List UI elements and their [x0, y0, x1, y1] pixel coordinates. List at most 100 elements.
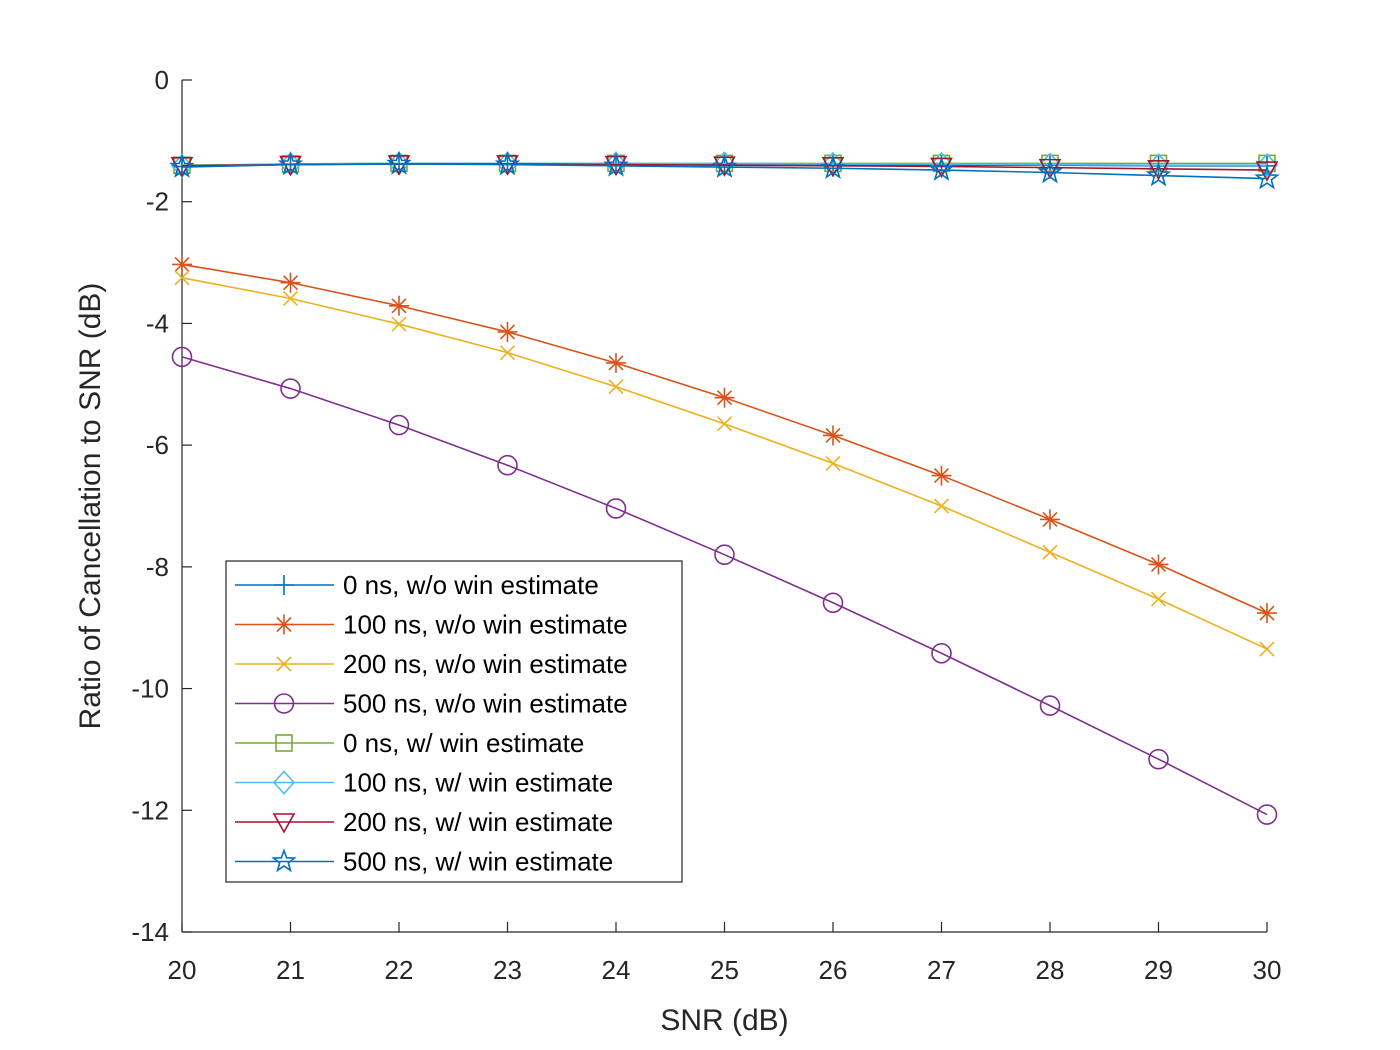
- data-point: [608, 379, 624, 395]
- data-point: [823, 425, 843, 446]
- data-point: [1039, 695, 1061, 716]
- data-point: [169, 153, 195, 178]
- marker-stroke: [391, 298, 407, 314]
- data-point: [1147, 160, 1170, 181]
- legend-marker: [274, 575, 294, 595]
- data-point: [1150, 591, 1167, 607]
- marker-shape: [928, 156, 955, 181]
- series-line: [181, 163, 1268, 180]
- legend-marker: [272, 770, 296, 795]
- marker-shape: [820, 154, 846, 180]
- y-tick-label: -10: [131, 674, 169, 704]
- x-axis-title: SNR (dB): [660, 1004, 788, 1037]
- series-line: [181, 356, 1268, 816]
- data-point: [499, 345, 516, 361]
- marker-shape: [605, 498, 627, 519]
- data-point: [1256, 804, 1278, 825]
- data-point: [603, 152, 629, 177]
- data-point: [389, 295, 409, 316]
- y-tick-label: -14: [131, 917, 169, 947]
- series-layer: [169, 150, 1280, 825]
- legend-label: 200 ns, w/ win estimate: [343, 807, 613, 837]
- marker-stroke: [276, 616, 292, 633]
- data-point: [1148, 748, 1169, 770]
- x-tick-label: 29: [1144, 955, 1173, 985]
- data-point: [172, 254, 192, 275]
- marker-stroke: [282, 275, 299, 291]
- series-3: [174, 270, 1275, 657]
- legend-marker: [273, 693, 295, 714]
- data-point: [825, 455, 841, 471]
- y-tick-label: -4: [146, 308, 169, 338]
- marker-stroke: [276, 656, 292, 672]
- marker-stroke: [174, 256, 190, 272]
- marker-stroke: [1150, 556, 1167, 572]
- data-point: [1254, 165, 1280, 190]
- marker-shape: [171, 346, 193, 368]
- marker-stroke: [499, 324, 516, 340]
- data-point: [277, 151, 304, 176]
- marker-shape: [1145, 162, 1172, 187]
- data-point: [933, 498, 950, 514]
- marker-shape: [714, 544, 735, 565]
- x-tick-label: 24: [602, 955, 631, 985]
- legend-label: 500 ns, w/ win estimate: [343, 847, 613, 877]
- y-tick-label: -6: [146, 430, 169, 460]
- y-tick-label: -2: [146, 187, 169, 217]
- marker-shape: [273, 693, 295, 714]
- data-point: [391, 316, 407, 332]
- legend-label: 100 ns, w/o win estimate: [343, 610, 628, 640]
- data-point: [1255, 161, 1279, 182]
- legend-marker: [274, 614, 294, 635]
- data-point: [714, 387, 735, 408]
- y-tick-label: -8: [146, 552, 169, 582]
- y-axis-title: Ratio of Cancellation to SNR (dB): [74, 283, 107, 730]
- legend: 0 ns, w/o win estimate 100 ns, w/o win es…: [225, 560, 683, 883]
- marker-stroke: [1259, 641, 1275, 657]
- marker-shape: [711, 153, 738, 178]
- x-tick-label: 28: [1036, 955, 1065, 985]
- marker-shape: [280, 378, 301, 399]
- marker-shape: [272, 813, 296, 834]
- x-tick-label: 22: [385, 955, 414, 985]
- marker-shape: [931, 642, 952, 664]
- data-point: [386, 150, 412, 175]
- legend-item: 0 ns, w/o win estimate: [235, 570, 599, 600]
- marker-stroke: [716, 390, 733, 406]
- data-point: [711, 153, 738, 178]
- legend-marker: [275, 734, 293, 752]
- legend-item: 0 ns, w/ win estimate: [235, 728, 584, 758]
- marker-stroke: [174, 270, 190, 286]
- marker-stroke: [716, 416, 733, 432]
- x-tick-label: 20: [168, 955, 197, 985]
- series-8: [169, 150, 1280, 190]
- marker-shape: [1039, 695, 1061, 716]
- series-2: [172, 254, 1277, 624]
- marker-shape: [494, 151, 521, 176]
- data-point: [1145, 162, 1172, 187]
- marker-stroke: [825, 427, 841, 443]
- marker-shape: [497, 454, 518, 476]
- data-point: [1040, 509, 1060, 530]
- data-point: [606, 352, 626, 373]
- marker-shape: [1256, 804, 1278, 825]
- legend-label: 200 ns, w/o win estimate: [343, 649, 628, 679]
- data-point: [1148, 554, 1169, 575]
- marker-shape: [277, 151, 304, 176]
- marker-shape: [169, 153, 195, 178]
- legend-marker: [271, 848, 297, 873]
- x-tick-label: 23: [493, 955, 522, 985]
- data-point: [1259, 641, 1275, 657]
- marker-stroke: [825, 455, 841, 471]
- marker-shape: [822, 592, 844, 614]
- marker-stroke: [1042, 511, 1058, 527]
- marker-shape: [1255, 161, 1279, 182]
- marker-stroke: [608, 379, 624, 395]
- data-point: [714, 544, 735, 565]
- data-point: [388, 414, 410, 436]
- marker-shape: [1038, 152, 1062, 177]
- series-4: [171, 346, 1278, 825]
- data-point: [1037, 159, 1063, 184]
- data-point: [1257, 603, 1277, 624]
